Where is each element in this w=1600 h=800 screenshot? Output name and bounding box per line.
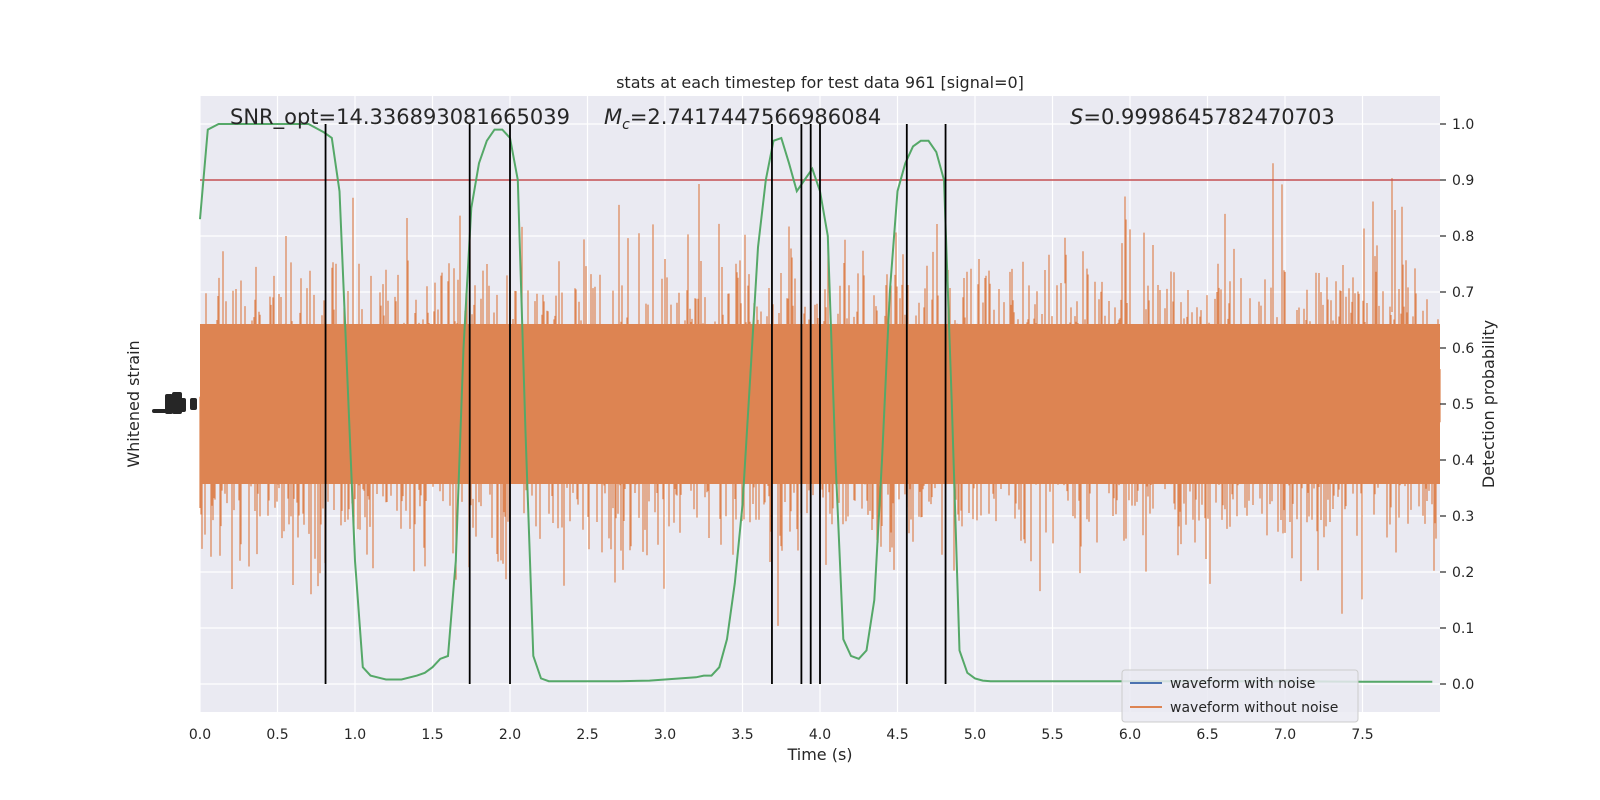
chirp-mass-value: =2.7417447566986084 xyxy=(630,105,881,129)
y-right-tick-label: 0.1 xyxy=(1452,621,1474,637)
left-axis-ticks xyxy=(152,392,197,414)
x-tick-label: 1.0 xyxy=(344,727,366,743)
left-tick-glyph xyxy=(190,398,197,410)
probability-line xyxy=(199,123,1433,683)
legend-box xyxy=(1121,669,1359,723)
detection-markers xyxy=(324,124,947,684)
x-axis-label: Time (s) xyxy=(786,745,852,764)
chart-title: stats at each timestep for test data 961… xyxy=(616,73,1024,92)
y-right-tick-label: 0.5 xyxy=(1452,397,1474,413)
x-tick-label: 5.5 xyxy=(1041,727,1063,743)
x-tick-label: 2.0 xyxy=(499,727,521,743)
y-right-tick-label: 0.4 xyxy=(1452,453,1474,469)
x-axis-ticks: 0.0 0.5 1.0 1.5 2.0 2.5 3.0 3.5 4.0 4.5 5.0 5.5 6.0 6… xyxy=(189,727,1374,743)
x-tick-label: 5.0 xyxy=(964,727,986,743)
snr-fraction-annotation: S=0.9998645782470703 xyxy=(1070,105,1335,129)
y-right-tick-label: 0.6 xyxy=(1452,341,1474,357)
snr-annotation: SNR_opt=14.336893081665039 xyxy=(230,105,570,130)
y-right-tick-label: 0.0 xyxy=(1452,677,1474,693)
x-tick-label: 4.5 xyxy=(886,727,908,743)
s-value: =0.9998645782470703 xyxy=(1083,105,1334,129)
left-tick-glyph xyxy=(165,394,173,414)
x-tick-label: 3.0 xyxy=(654,727,676,743)
x-tick-label: 7.0 xyxy=(1274,727,1296,743)
y-right-axis-label: Detection probability xyxy=(1479,320,1498,488)
y-right-tick-label: 0.8 xyxy=(1452,229,1474,245)
x-tick-label: 0.0 xyxy=(189,727,211,743)
chirp-mass-subscript: c xyxy=(622,117,630,133)
y-right-tick-label: 0.9 xyxy=(1452,173,1474,189)
y-left-axis-label: Whitened strain xyxy=(124,340,143,467)
x-tick-label: 1.5 xyxy=(421,727,443,743)
y-right-tick-label: 0.3 xyxy=(1452,509,1474,525)
chirp-mass-symbol: M xyxy=(604,105,622,129)
x-tick-label: 6.5 xyxy=(1196,727,1218,743)
detection-probability-series xyxy=(199,123,1433,683)
x-tick-label: 7.5 xyxy=(1351,727,1373,743)
legend-label-with-noise: waveform with noise xyxy=(1170,676,1315,692)
legend-label-without-noise: waveform without noise xyxy=(1170,700,1338,716)
x-tick-label: 2.5 xyxy=(576,727,598,743)
s-symbol: S xyxy=(1070,105,1083,129)
chirp-mass-annotation: Mc=2.7417447566986084 xyxy=(604,105,881,133)
x-tick-label: 4.0 xyxy=(809,727,831,743)
x-tick-label: 3.5 xyxy=(731,727,753,743)
y-right-tick-label: 0.7 xyxy=(1452,285,1474,301)
x-tick-label: 6.0 xyxy=(1119,727,1141,743)
y-right-tick-label: 1.0 xyxy=(1452,117,1474,133)
y-right-axis-ticks: 0.0 0.1 0.2 0.3 0.4 0.5 0.6 0.7 0.8 0.9 1.0 xyxy=(1440,117,1474,693)
legend: waveform with noise waveform without noi… xyxy=(1121,669,1359,723)
left-tick-glyph xyxy=(178,398,186,412)
y-right-tick-label: 0.2 xyxy=(1452,565,1474,581)
x-tick-label: 0.5 xyxy=(266,727,288,743)
